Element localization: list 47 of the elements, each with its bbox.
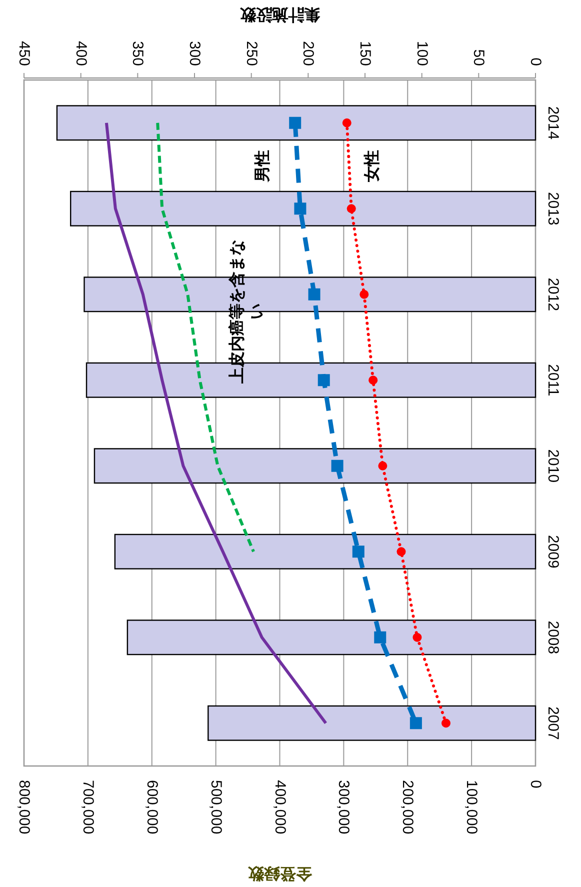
x2-tick-label: 50 xyxy=(470,49,488,66)
y-tick-label: 2011 xyxy=(544,364,562,396)
x-axis-title: 全登録数 xyxy=(247,864,313,882)
x2-tick-label: 400 xyxy=(72,40,90,66)
x-tick-label: 100,000 xyxy=(463,780,480,834)
x2-tick-label: 300 xyxy=(186,40,203,66)
x2-tick-label: 250 xyxy=(242,40,260,66)
y-tick-label: 2007 xyxy=(544,706,562,740)
text: 女性 xyxy=(363,150,382,183)
text: 男性 xyxy=(254,150,272,183)
x-tick-label: 0 xyxy=(527,780,544,788)
point xyxy=(368,376,378,385)
x2-tick-label: 150 xyxy=(356,40,374,66)
point xyxy=(308,288,320,300)
point xyxy=(294,202,306,215)
point xyxy=(378,461,388,470)
y-tick-label: 2009 xyxy=(544,534,562,568)
point xyxy=(360,290,369,299)
x-tick-label: 800,000 xyxy=(16,780,32,834)
x2-axis-title: 集計施設数 xyxy=(239,6,321,24)
x2-tick-label: 0 xyxy=(527,58,544,66)
x-tick-label: 200,000 xyxy=(399,780,416,834)
x-tick-label: 300,000 xyxy=(335,780,352,834)
point xyxy=(331,460,344,472)
point xyxy=(318,374,330,386)
x2-tick-label: 450 xyxy=(16,40,32,66)
x2-tick-label: 200 xyxy=(300,40,317,66)
y-tick-label: 2012 xyxy=(544,278,562,312)
x-tick-label: 700,000 xyxy=(79,780,96,834)
point xyxy=(289,116,302,129)
y-tick-label: 2014 xyxy=(544,106,562,140)
y-tick-label: 2010 xyxy=(544,449,562,483)
point xyxy=(412,632,422,642)
point xyxy=(374,631,386,644)
y-tick-label: 2013 xyxy=(544,192,562,226)
point xyxy=(352,546,364,558)
x-tick-label: 400,000 xyxy=(271,780,288,834)
point xyxy=(346,204,356,214)
x2-tick-label: 100 xyxy=(413,40,430,66)
x-tick-label: 500,000 xyxy=(207,780,224,834)
y-tick-label: 2008 xyxy=(544,620,562,654)
point xyxy=(410,717,422,730)
point xyxy=(396,547,406,556)
x-tick-label: 600,000 xyxy=(143,780,160,834)
point xyxy=(441,718,450,728)
point xyxy=(342,118,352,128)
x2-tick-label: 350 xyxy=(129,40,146,66)
